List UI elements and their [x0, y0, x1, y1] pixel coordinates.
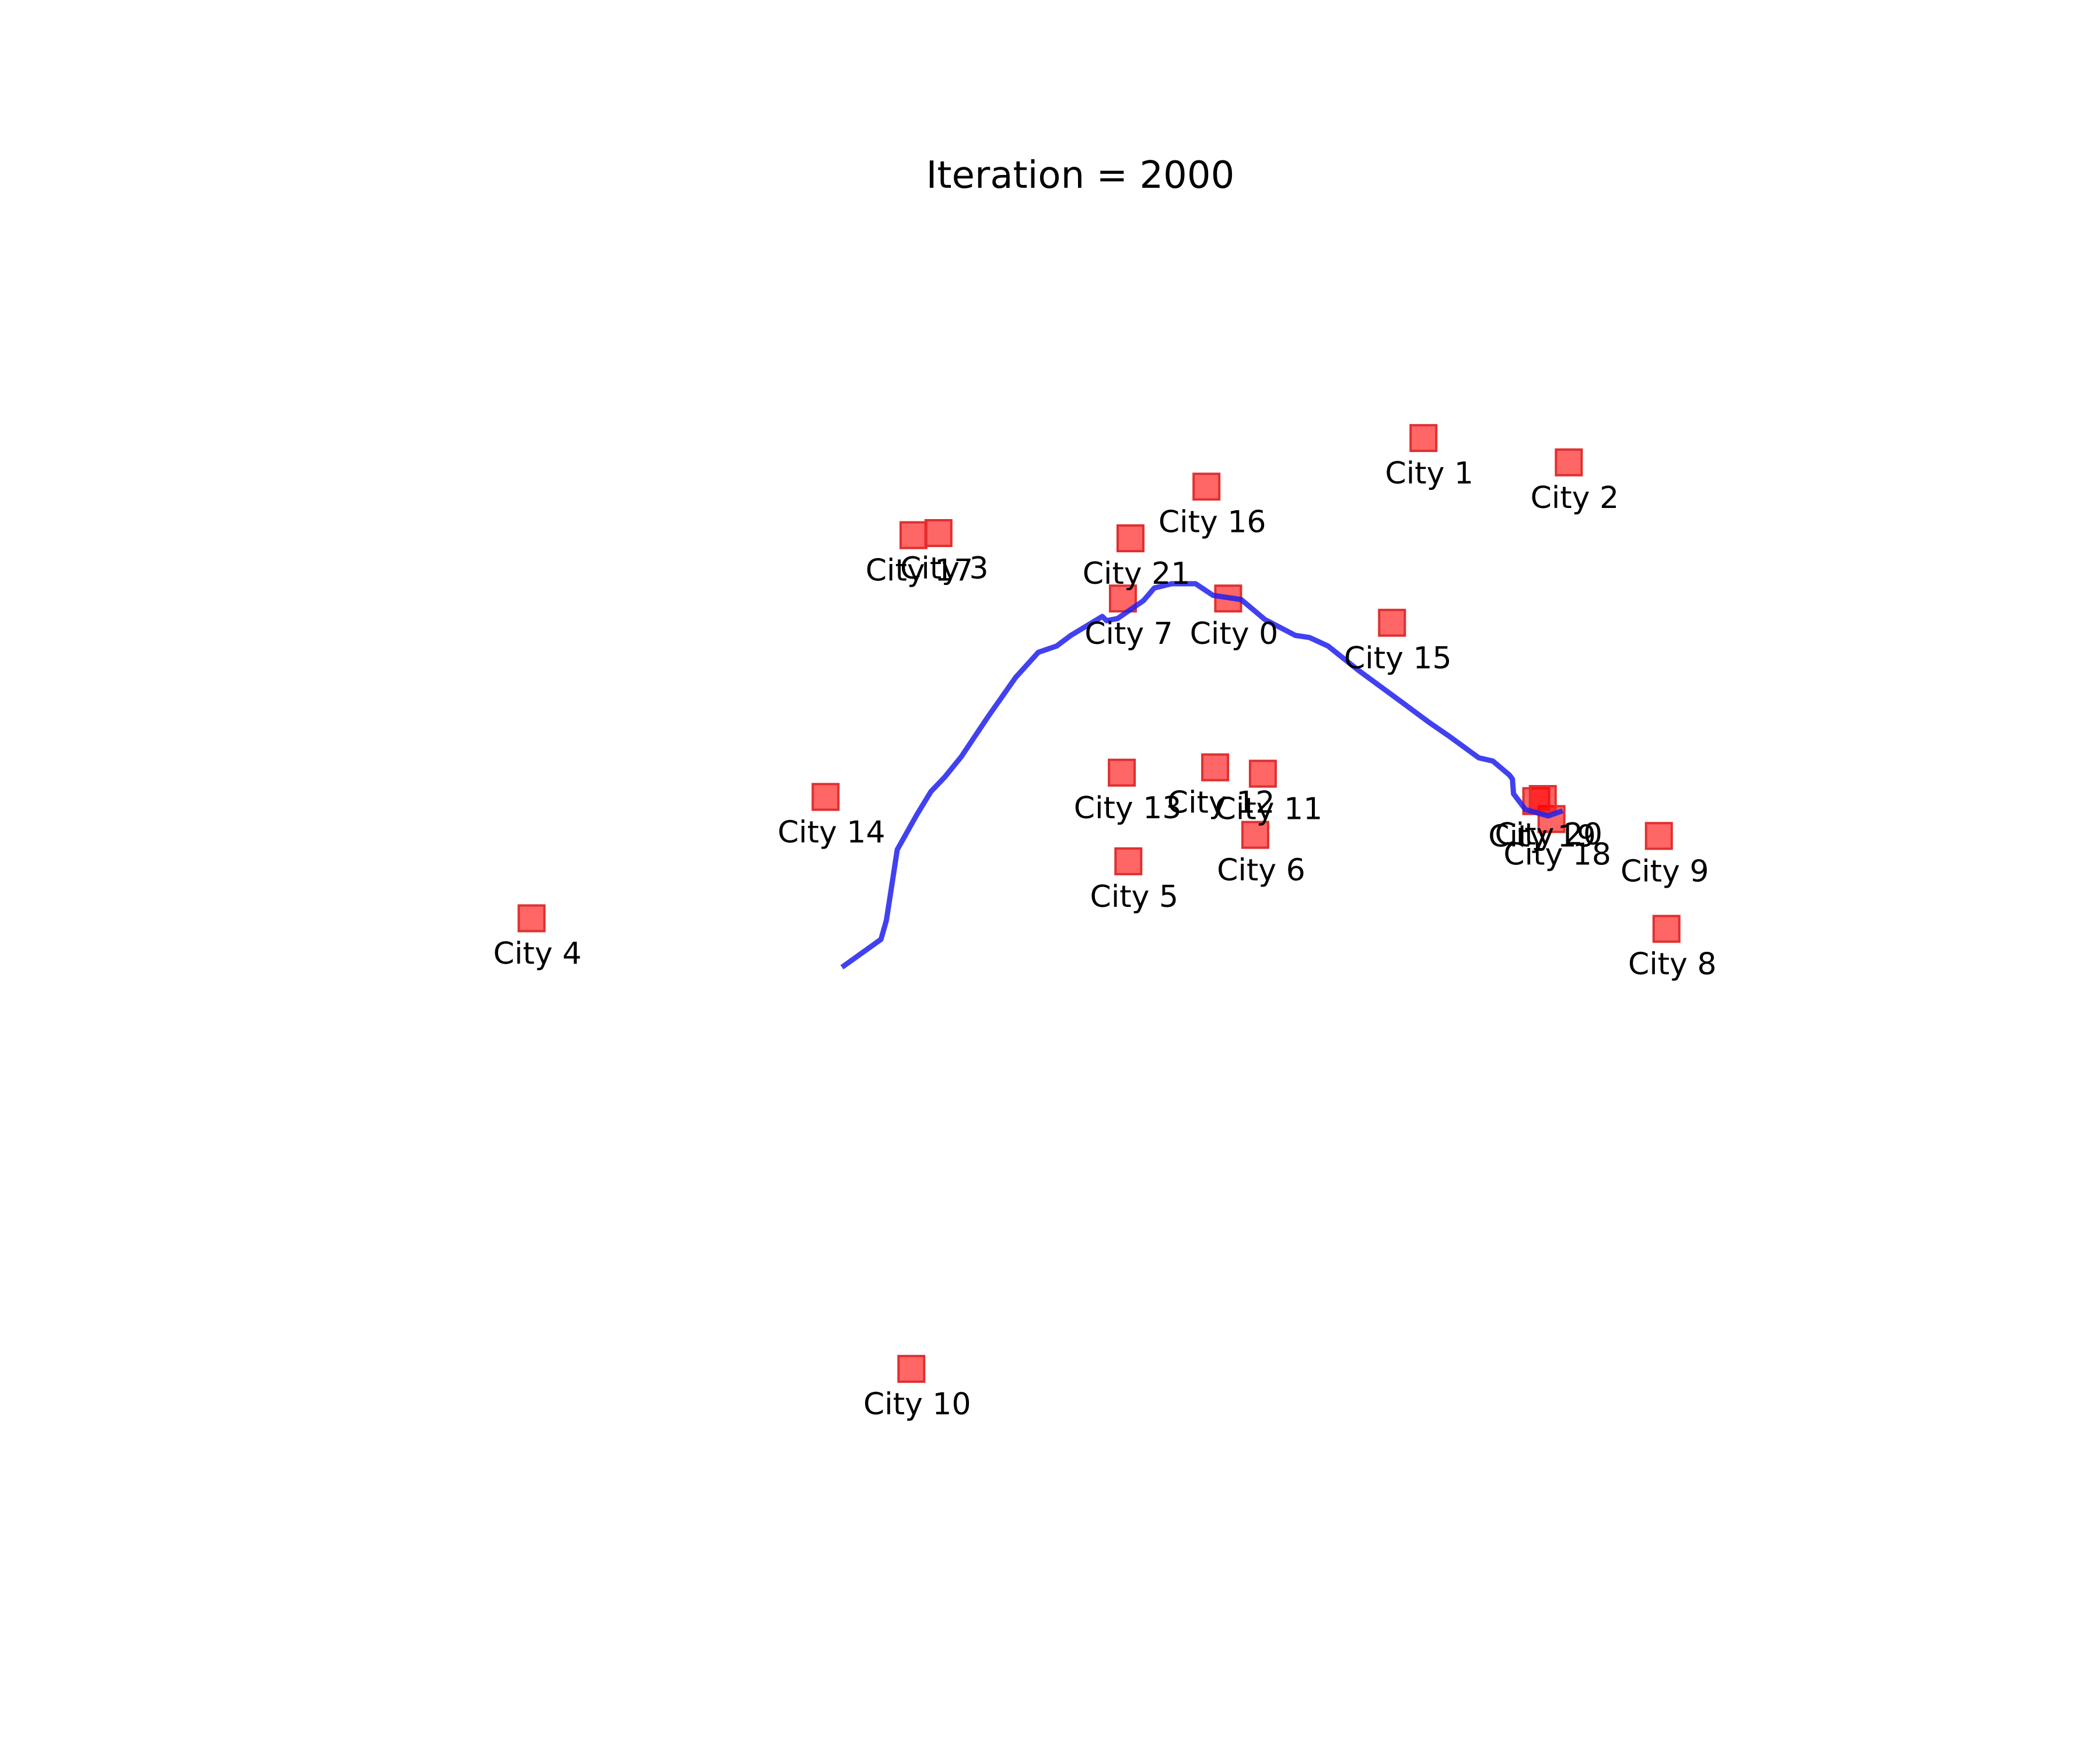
city-label: City 4: [494, 937, 582, 972]
city-marker: [897, 1355, 926, 1383]
city-labels: City 0 City 1 City 2 City 3 City 4 City 5 City…: [494, 456, 1717, 1422]
city-label: City 10: [863, 1387, 971, 1422]
city-marker: [1116, 524, 1144, 552]
city-label: City 13: [1074, 791, 1182, 826]
city-label: City 17: [866, 553, 974, 588]
city-marker: [1555, 448, 1583, 476]
city-label: City 6: [1217, 853, 1306, 888]
city-marker: [1114, 847, 1143, 875]
city-label: City 5: [1090, 879, 1179, 914]
city-label: City 20: [1494, 817, 1602, 852]
city-label: City 11: [1215, 792, 1323, 827]
city-label: City 8: [1628, 947, 1717, 982]
city-marker: [900, 521, 928, 549]
city-label: City 12: [1167, 786, 1275, 821]
city-label: City 0: [1190, 616, 1279, 651]
city-label: City 21: [1083, 556, 1191, 591]
city-label: City 15: [1344, 641, 1452, 676]
city-marker: [1201, 753, 1230, 782]
city-marker: [811, 783, 840, 811]
route-line: [840, 581, 1564, 970]
city-marker: [1241, 821, 1269, 849]
city-marker: [1409, 424, 1438, 453]
city-markers: [517, 424, 1681, 1383]
chart-title: Iteration = 2000: [926, 154, 1235, 197]
city-marker: [1528, 785, 1557, 813]
city-label: City 18: [1503, 837, 1611, 872]
city-label: City 9: [1620, 854, 1709, 889]
city-marker: [1192, 472, 1221, 501]
city-marker: [1378, 608, 1406, 637]
city-marker: [924, 519, 953, 547]
city-marker: [1652, 914, 1681, 943]
city-label: City 2: [1531, 481, 1619, 516]
city-label: City 3: [900, 551, 989, 586]
city-label: City 1: [1385, 456, 1474, 491]
plot-area: City 0 City 1 City 2 City 3 City 4 City 5 City…: [494, 424, 1717, 1422]
city-marker: [1644, 822, 1673, 850]
city-marker: [1248, 759, 1277, 788]
city-label: City 7: [1084, 616, 1173, 651]
city-label: City 14: [778, 815, 886, 850]
city-marker: [517, 904, 546, 933]
city-label: City 19: [1488, 819, 1596, 854]
city-label: City 16: [1158, 504, 1266, 539]
city-marker: [1108, 758, 1136, 787]
